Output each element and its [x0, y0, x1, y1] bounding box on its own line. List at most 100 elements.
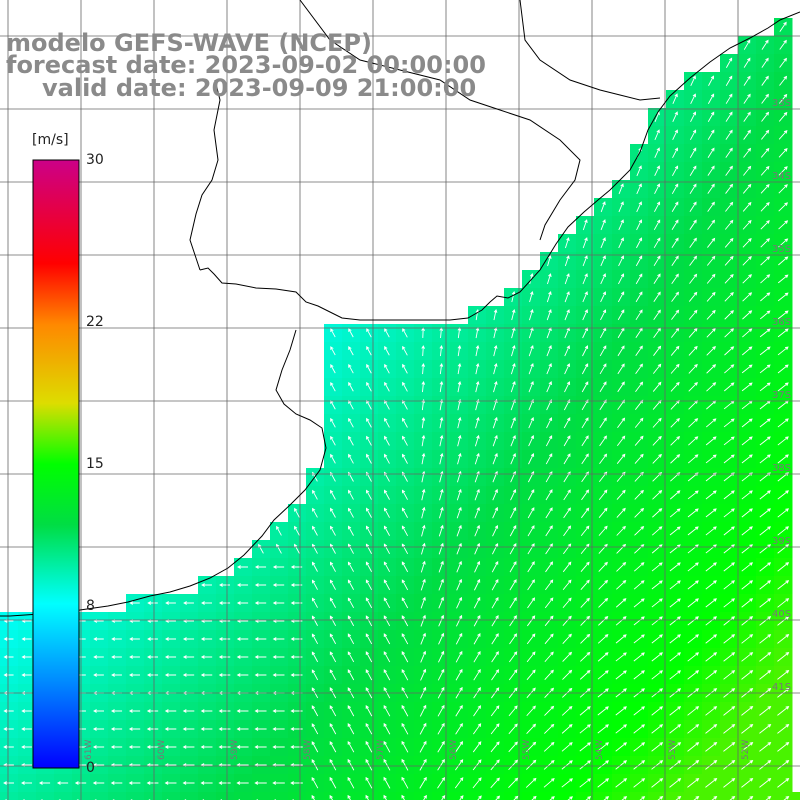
wind-arrow — [669, 706, 682, 716]
wind-arrow — [330, 417, 336, 428]
wind-arrow — [182, 709, 195, 713]
wind-arrow — [290, 565, 303, 569]
wind-arrow — [510, 416, 516, 429]
wind-speed-cell — [0, 792, 19, 800]
wind-arrow — [705, 526, 717, 536]
wind-arrow — [615, 616, 627, 626]
wind-arrow — [544, 615, 554, 627]
wind-arrow — [778, 184, 788, 194]
wind-arrow — [456, 596, 463, 609]
wind-arrow — [707, 183, 715, 194]
wind-arrow — [510, 434, 516, 447]
wind-arrow — [420, 614, 426, 627]
wind-arrow — [565, 237, 570, 249]
wind-arrow — [544, 597, 554, 609]
wind-speed-cell — [216, 792, 235, 800]
wind-arrow — [705, 760, 718, 770]
wind-arrow — [743, 165, 752, 176]
wind-arrow — [617, 381, 625, 393]
wind-speed-cell — [504, 792, 523, 800]
wind-arrow — [598, 597, 609, 608]
wind-arrow — [311, 741, 319, 753]
wind-arrow — [705, 436, 717, 446]
wind-speed-cell — [522, 792, 541, 800]
wind-arrow — [218, 745, 231, 749]
wind-arrow — [561, 705, 573, 716]
wind-arrow — [687, 598, 699, 608]
wind-arrow — [672, 165, 679, 177]
wind-arrow — [707, 111, 715, 122]
wind-arrow — [93, 655, 104, 659]
wind-arrow — [561, 760, 573, 770]
wind-arrow — [330, 328, 336, 338]
wind-arrow — [366, 363, 372, 374]
wind-arrow — [687, 526, 699, 536]
wind-arrow — [128, 709, 141, 713]
wind-arrow — [723, 526, 735, 536]
wind-arrow — [759, 742, 772, 752]
wind-arrow — [742, 310, 753, 320]
wind-speed-cell — [468, 792, 487, 800]
wind-arrow — [616, 435, 626, 446]
wind-arrow — [779, 21, 787, 32]
wind-arrow — [563, 417, 571, 429]
wind-arrow — [670, 363, 680, 374]
wind-arrow — [347, 794, 351, 800]
wind-arrow — [383, 651, 391, 663]
wind-arrow — [759, 778, 772, 788]
wind-arrow — [457, 452, 462, 465]
wind-arrow — [687, 724, 700, 734]
wind-arrow — [147, 601, 158, 605]
wind-arrow — [778, 256, 789, 266]
wind-speed-cell — [360, 792, 379, 800]
wind-arrow — [330, 561, 336, 572]
wind-arrow — [547, 273, 552, 285]
wind-arrow — [567, 796, 574, 800]
wind-arrow — [348, 489, 354, 500]
wind-arrow — [146, 709, 159, 713]
wind-arrow — [420, 560, 426, 573]
wind-arrow — [290, 745, 303, 749]
wind-arrow — [777, 346, 789, 356]
wind-arrow — [383, 758, 391, 771]
wind-arrow — [421, 345, 425, 357]
wind-arrow — [580, 507, 590, 519]
wind-arrow — [164, 727, 177, 731]
wind-arrow — [672, 129, 678, 141]
wind-arrow — [635, 363, 643, 375]
wind-arrow — [597, 778, 610, 788]
wind-arrow — [531, 795, 537, 800]
wind-speed-cell — [396, 792, 415, 800]
coastline — [0, 0, 800, 617]
wind-arrow — [311, 759, 319, 771]
wind-speed-cell — [36, 792, 55, 800]
wind-arrow — [633, 670, 645, 680]
wind-speed-cell — [378, 792, 397, 800]
wind-arrow — [777, 778, 790, 788]
wind-arrow — [366, 435, 372, 446]
wind-arrow — [437, 776, 446, 789]
wind-arrow — [723, 670, 736, 680]
wind-arrow — [3, 745, 14, 749]
wind-arrow — [438, 596, 444, 609]
wind-arrow — [383, 740, 391, 753]
wind-arrow — [635, 273, 643, 285]
wind-arrow — [705, 778, 718, 788]
wind-arrow — [439, 416, 444, 429]
wind-arrow — [457, 362, 462, 375]
wind-arrow — [598, 561, 608, 572]
wind-arrow — [597, 760, 610, 770]
wind-arrow — [200, 781, 213, 785]
wind-arrow — [384, 363, 390, 374]
wind-arrow — [438, 578, 444, 591]
wind-arrow — [545, 453, 553, 465]
wind-arrow — [636, 219, 643, 231]
wind-arrow — [687, 508, 699, 518]
wind-arrow — [562, 615, 572, 626]
wind-arrow — [563, 507, 571, 519]
wind-arrow — [671, 219, 679, 231]
wind-speed-cell — [198, 792, 217, 800]
wind-arrow — [705, 598, 717, 608]
wind-arrow — [438, 614, 445, 627]
wind-arrow — [473, 669, 481, 681]
